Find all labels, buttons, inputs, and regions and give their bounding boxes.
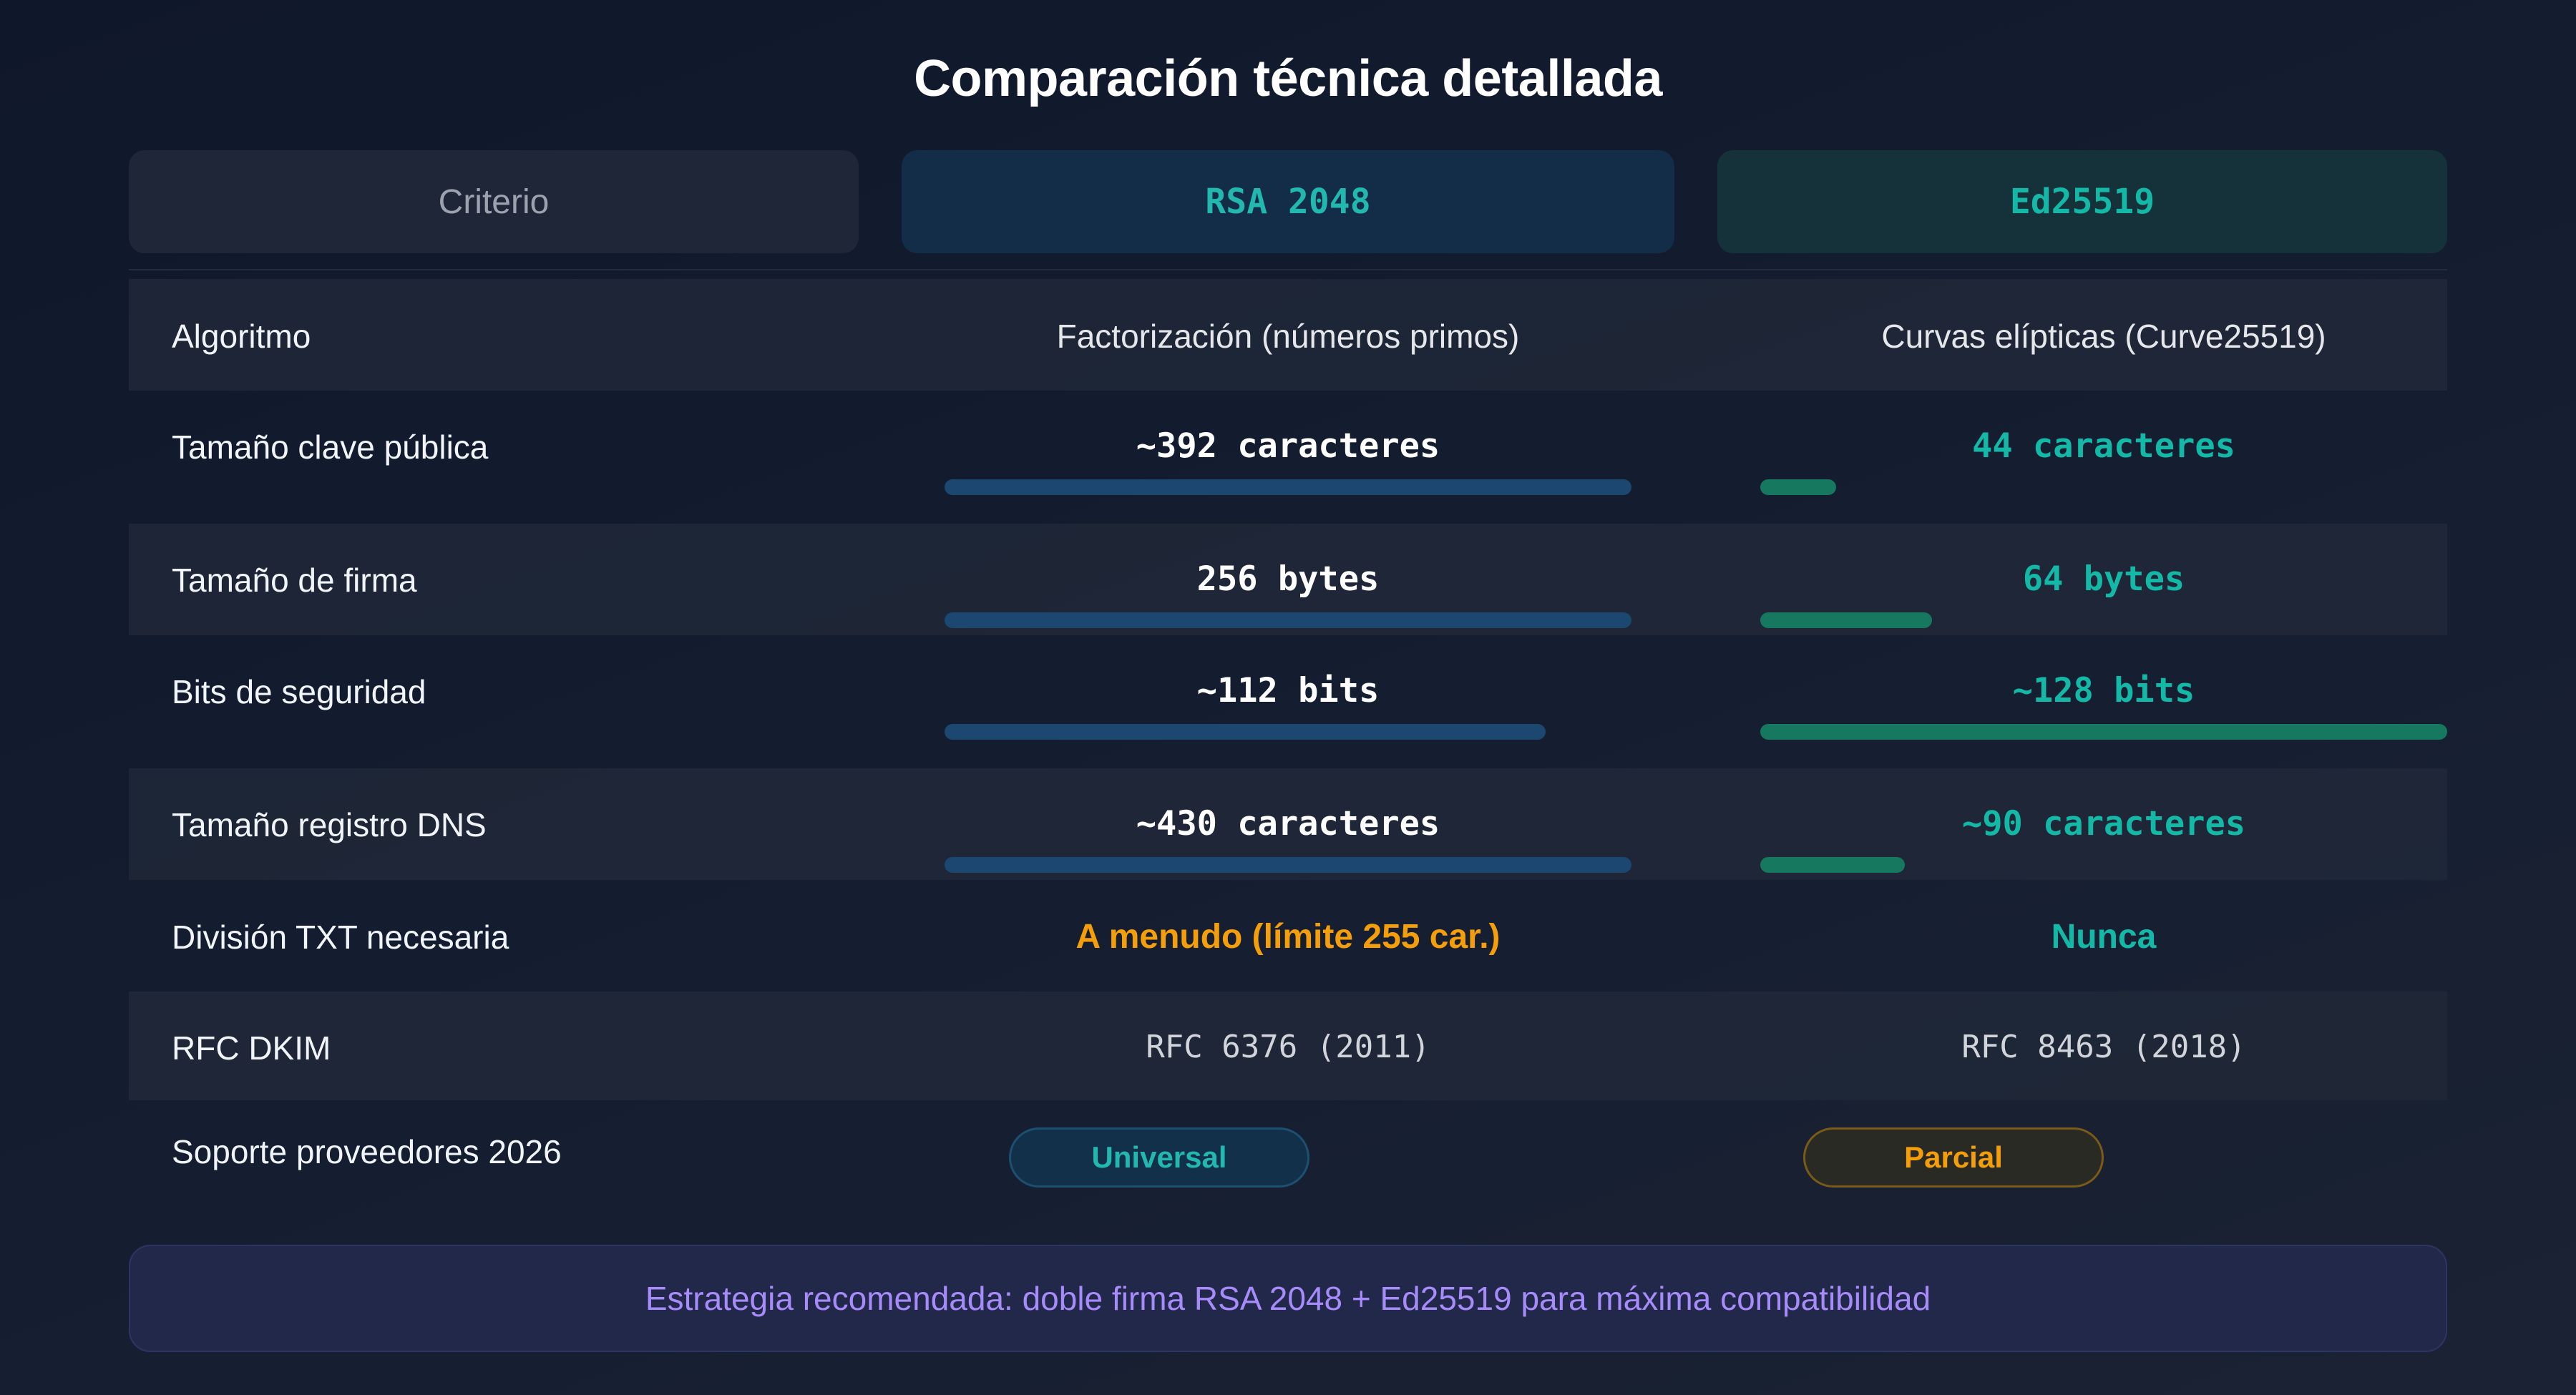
- rsa-value: ~392 caracteres: [1136, 426, 1440, 466]
- rsa-level-bar: [945, 612, 1631, 628]
- header-divider: [129, 269, 2447, 270]
- rsa-level-bar: [945, 479, 1631, 495]
- ed25519-value: RFC 8463 (2018): [1961, 1029, 2246, 1065]
- ed25519-level-bar: [1760, 612, 1932, 628]
- ed25519-value: Curvas elípticas (Curve25519): [1881, 318, 2326, 355]
- row-label: Tamaño registro DNS: [172, 806, 487, 843]
- table-row-txt-split: División TXT necesaria A menudo (límite …: [129, 880, 2447, 992]
- ed25519-value: Nunca: [2051, 918, 2157, 956]
- table-row-public-key-size: Tamaño clave pública ~392 caracteres 44 …: [129, 391, 2447, 524]
- rsa-value: ~430 caracteres: [1136, 804, 1440, 843]
- ed25519-value: 44 caracteres: [1972, 426, 2235, 466]
- row-label: Tamaño de firma: [172, 562, 417, 599]
- row-label: Tamaño clave pública: [172, 429, 489, 466]
- ed25519-level-bar: [1760, 479, 1836, 495]
- row-label: División TXT necesaria: [172, 919, 509, 956]
- column-header-rsa: RSA 2048: [902, 150, 1674, 253]
- rsa-value: 256 bytes: [1196, 559, 1380, 599]
- row-label: Soporte proveedores 2026: [172, 1133, 562, 1170]
- rsa-support-badge: Universal: [1009, 1127, 1309, 1188]
- rsa-level-bar: [945, 724, 1546, 740]
- ed25519-level-bar: [1760, 724, 2447, 740]
- rsa-value: ~112 bits: [1196, 671, 1380, 710]
- column-header-ed25519: Ed25519: [1717, 150, 2447, 253]
- row-label: RFC DKIM: [172, 1029, 331, 1067]
- row-label: Bits de seguridad: [172, 673, 426, 710]
- rsa-value: A menudo (límite 255 car.): [1075, 918, 1501, 956]
- ed25519-support-badge: Parcial: [1803, 1127, 2104, 1188]
- rsa-value: RFC 6376 (2011): [1146, 1029, 1430, 1065]
- rsa-level-bar: [945, 857, 1631, 873]
- rsa-value: Factorización (números primos): [1056, 318, 1520, 355]
- table-row-security-bits: Bits de seguridad ~112 bits ~128 bits: [129, 635, 2447, 768]
- page-title: Comparación técnica detallada: [914, 50, 1662, 107]
- table-row-signature-size: Tamaño de firma 256 bytes 64 bytes: [129, 524, 2447, 635]
- ed25519-value: 64 bytes: [2022, 559, 2185, 599]
- table-row-rfc-dkim: RFC DKIM RFC 6376 (2011) RFC 8463 (2018): [129, 992, 2447, 1100]
- row-label: Algoritmo: [172, 318, 311, 355]
- ed25519-value: ~90 caracteres: [1961, 804, 2246, 843]
- table-row-provider-support: Soporte proveedores 2026: [129, 1100, 2447, 1222]
- ed25519-value: ~128 bits: [2012, 671, 2195, 710]
- ed25519-level-bar: [1760, 857, 1905, 873]
- table-row-dns-record-size: Tamaño registro DNS ~430 caracteres ~90 …: [129, 768, 2447, 880]
- recommendation-banner: Estrategia recomendada: doble firma RSA …: [129, 1245, 2447, 1352]
- table-row-algorithm: Algoritmo Factorización (números primos)…: [129, 279, 2447, 391]
- column-header-criterion: Criterio: [129, 150, 859, 253]
